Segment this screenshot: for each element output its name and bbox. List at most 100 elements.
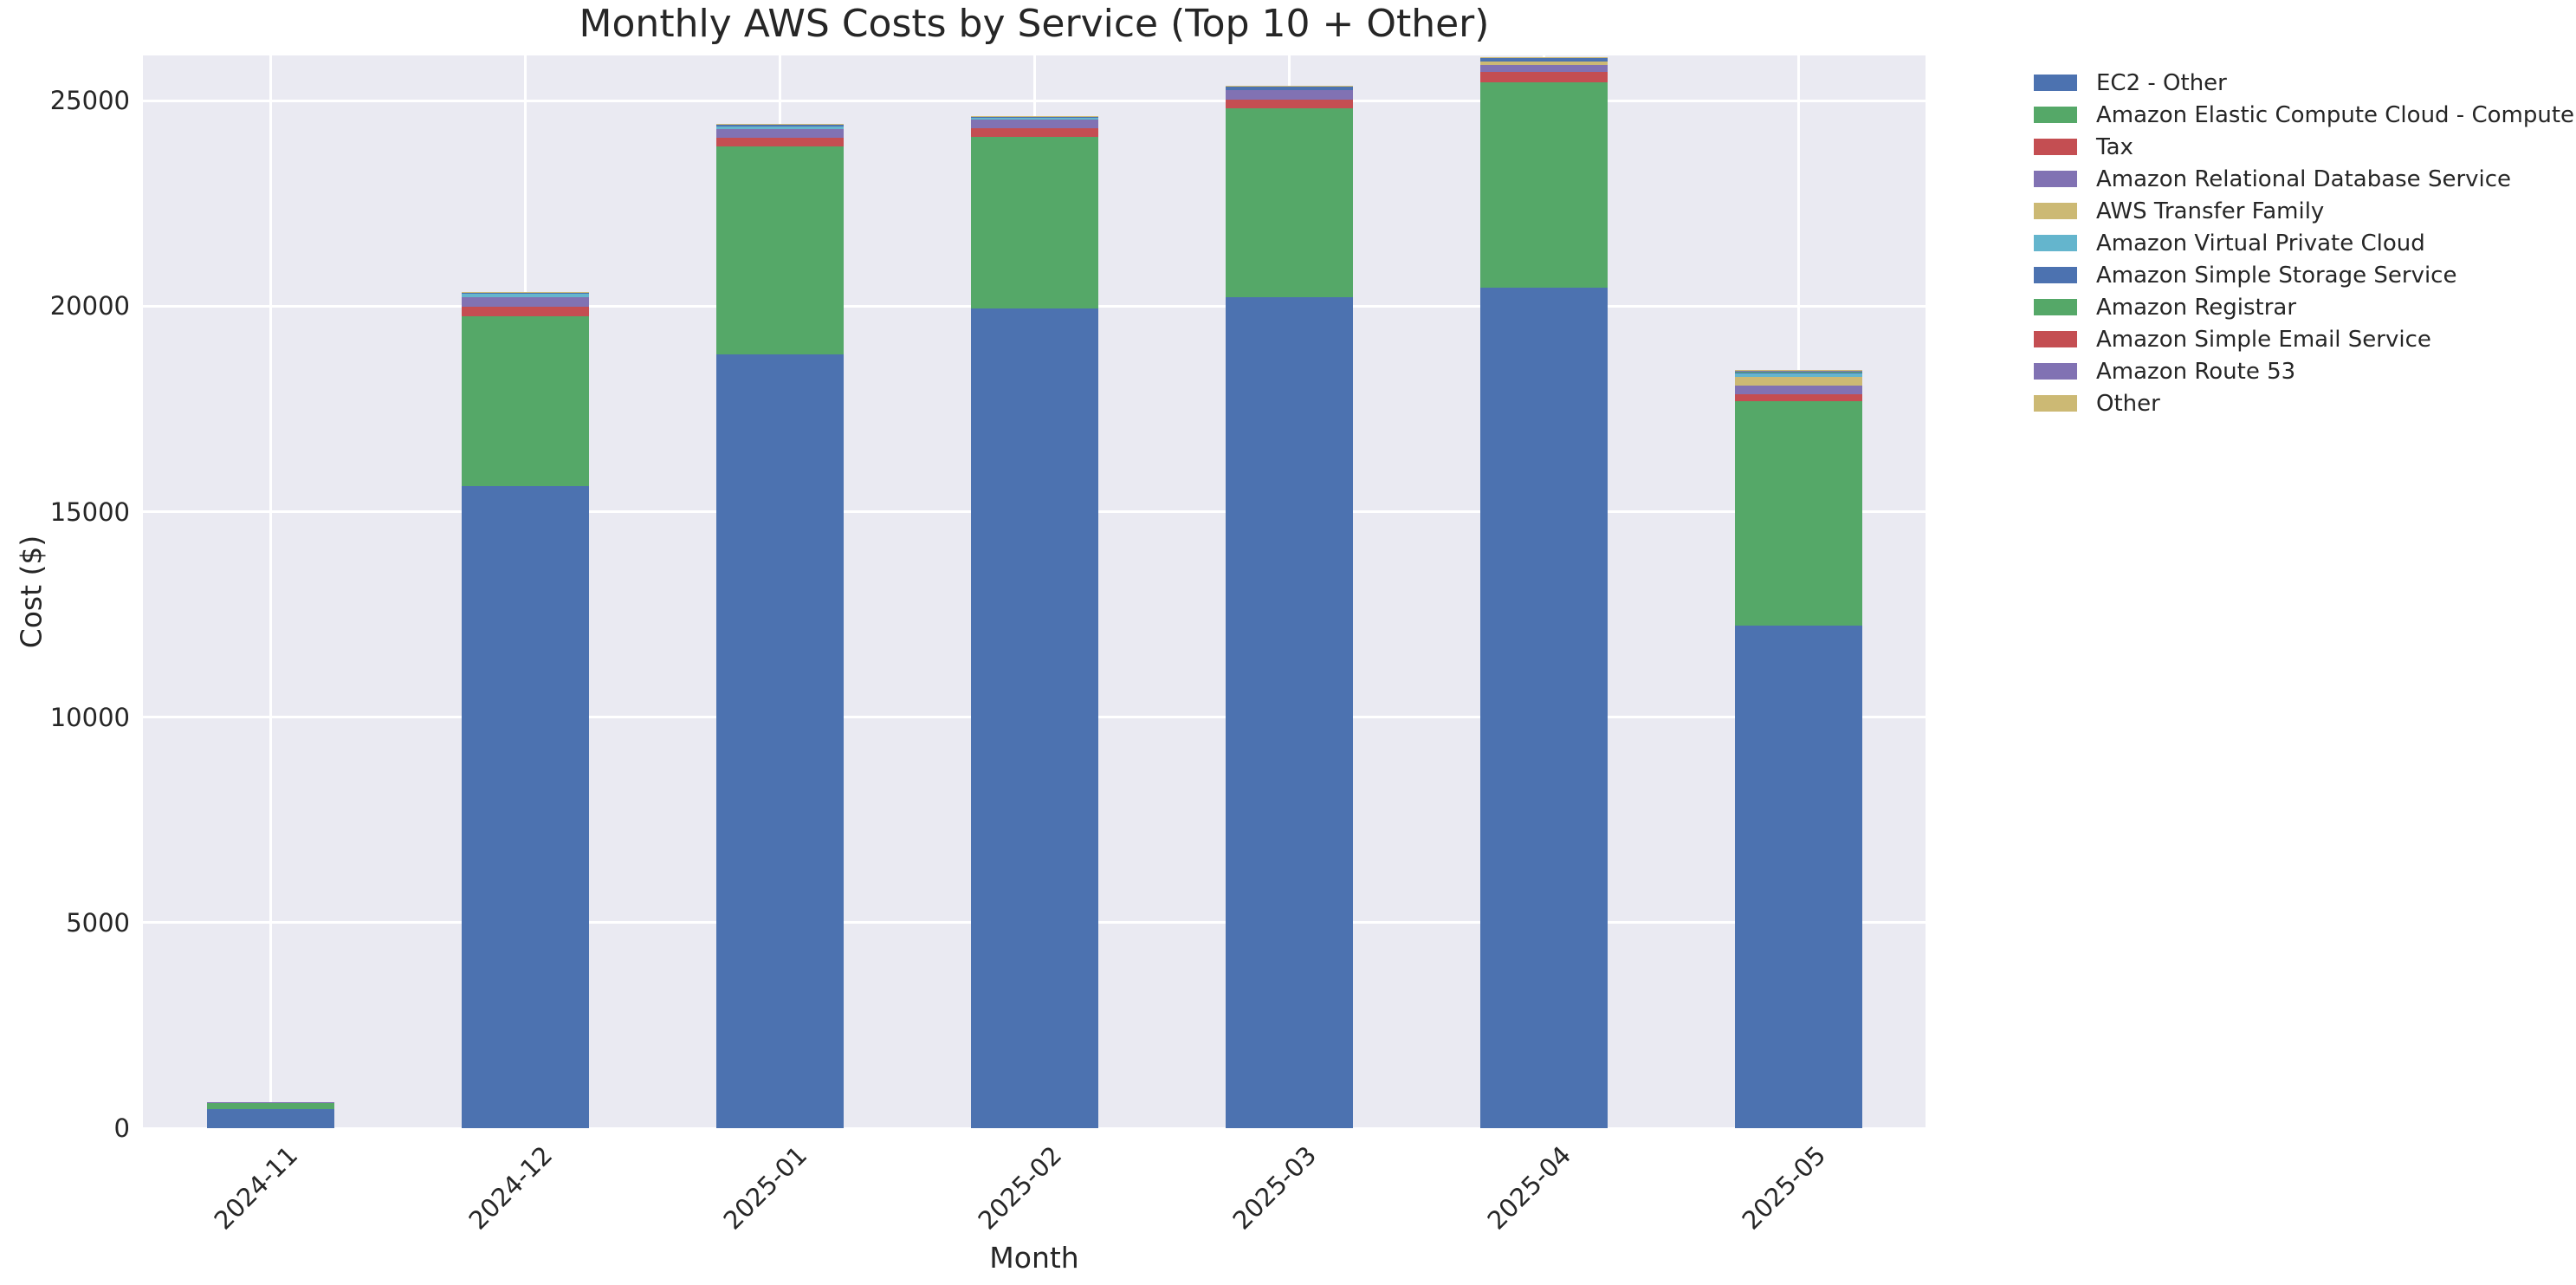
legend-swatch-icon	[2034, 395, 2077, 412]
legend-entry: Amazon Virtual Private Cloud	[2034, 232, 2574, 255]
x-tick-label: 2025-03	[1227, 1140, 1323, 1236]
bar-segment	[1479, 82, 1608, 289]
legend-label: Amazon Simple Email Service	[2096, 326, 2431, 353]
bar-segment	[1734, 385, 1862, 394]
plot-area	[143, 55, 1926, 1130]
bar-segment	[1225, 89, 1353, 101]
bar-2025-01	[715, 55, 844, 1128]
legend-entry: Other	[2034, 390, 2574, 417]
bar-segment	[715, 354, 844, 1128]
legend-entry: Amazon Simple Storage Service	[2034, 264, 2574, 287]
legend-label: Amazon Route 53	[2096, 358, 2296, 385]
legend: EC2 - Other Amazon Elastic Compute Cloud …	[2034, 69, 2574, 417]
bar-segment	[1479, 64, 1608, 73]
legend-entry: Amazon Route 53	[2034, 358, 2574, 385]
y-tick-label: 5000	[66, 907, 130, 938]
y-tick-label: 10000	[49, 702, 130, 732]
bar-segment	[970, 118, 1098, 120]
bar-segment	[1225, 86, 1353, 90]
legend-label: AWS Transfer Family	[2096, 198, 2325, 224]
legend-label: Amazon Virtual Private Cloud	[2096, 230, 2425, 256]
bar-segment	[715, 138, 844, 147]
legend-swatch-icon	[2034, 363, 2077, 380]
bar-segment	[206, 1101, 334, 1104]
bar-segment	[461, 292, 589, 295]
bar-2025-03	[1225, 55, 1353, 1128]
legend-label: Amazon Simple Storage Service	[2096, 262, 2457, 289]
bar-2025-02	[970, 55, 1098, 1128]
x-tick-label: 2025-02	[972, 1140, 1068, 1236]
legend-entry: EC2 - Other	[2034, 69, 2574, 96]
bar-segment	[461, 307, 589, 316]
x-axis-label: Month	[989, 1241, 1079, 1275]
legend-label: Amazon Relational Database Service	[2096, 165, 2512, 192]
bar-segment	[1225, 108, 1353, 298]
legend-swatch-icon	[2034, 235, 2077, 251]
x-tick-label: 2025-05	[1736, 1140, 1832, 1236]
legend-swatch-icon	[2034, 171, 2077, 187]
bar-segment	[715, 124, 844, 127]
y-tick-label: 25000	[49, 86, 130, 116]
legend-swatch-icon	[2034, 299, 2077, 315]
bar-segment	[970, 128, 1098, 137]
x-tick-label: 2025-04	[1481, 1140, 1577, 1236]
legend-entry: Tax	[2034, 136, 2574, 159]
y-tick-label: 15000	[49, 496, 130, 527]
bar-segment	[1734, 373, 1862, 377]
legend-entry: Amazon Simple Email Service	[2034, 328, 2574, 351]
bar-segment	[1479, 72, 1608, 83]
bar-segment	[715, 128, 844, 139]
bar-segment	[970, 136, 1098, 308]
bar-2025-04	[1479, 55, 1608, 1128]
y-tick-label: 0	[113, 1113, 130, 1143]
bar-segment	[1734, 371, 1862, 373]
legend-label: Amazon Elastic Compute Cloud - Compute	[2096, 101, 2575, 128]
legend-entry: AWS Transfer Family	[2034, 200, 2574, 223]
legend-swatch-icon	[2034, 139, 2077, 155]
bar-segment	[461, 486, 589, 1128]
legend-swatch-icon	[2034, 75, 2077, 91]
x-tick-label: 2025-01	[717, 1140, 813, 1236]
gridline-horizontal	[143, 1126, 1926, 1130]
legend-label: Amazon Registrar	[2096, 294, 2297, 321]
bar-segment	[1734, 393, 1862, 401]
legend-entry: Amazon Elastic Compute Cloud - Compute	[2034, 104, 2574, 127]
bar-segment	[1479, 288, 1608, 1128]
bar-segment	[970, 116, 1098, 119]
bar-segment	[461, 315, 589, 487]
bar-segment	[1225, 100, 1353, 109]
bar-segment	[206, 1103, 334, 1110]
legend-swatch-icon	[2034, 107, 2077, 123]
legend-entry: Amazon Relational Database Service	[2034, 168, 2574, 191]
legend-swatch-icon	[2034, 331, 2077, 347]
bar-segment	[970, 120, 1098, 129]
y-axis-label: Cost ($)	[14, 535, 49, 649]
bar-segment	[461, 294, 589, 298]
x-tick-label: 2024-12	[463, 1140, 559, 1236]
bar-segment	[1225, 297, 1353, 1128]
bar-2024-11	[206, 55, 334, 1128]
chart-title: Monthly AWS Costs by Service (Top 10 + O…	[579, 2, 1490, 46]
bar-segment	[1734, 370, 1862, 372]
legend-entry: Amazon Registrar	[2034, 296, 2574, 319]
bar-segment	[1734, 400, 1862, 626]
gridline-vertical	[269, 55, 272, 1128]
legend-label: Tax	[2096, 133, 2133, 160]
y-tick-label: 20000	[49, 291, 130, 321]
bar-segment	[1734, 626, 1862, 1128]
x-tick-label: 2024-11	[208, 1140, 304, 1236]
bar-2025-05	[1734, 55, 1862, 1128]
legend-swatch-icon	[2034, 203, 2077, 219]
bar-segment	[970, 308, 1098, 1128]
bar-segment	[715, 126, 844, 129]
bar-segment	[1734, 376, 1862, 386]
bar-segment	[1479, 61, 1608, 65]
bar-segment	[206, 1109, 334, 1128]
legend-swatch-icon	[2034, 267, 2077, 283]
bar-segment	[461, 297, 589, 308]
bar-segment	[1479, 57, 1608, 62]
bar-2024-12	[461, 55, 589, 1128]
legend-label: Other	[2096, 390, 2160, 417]
legend-label: EC2 - Other	[2096, 69, 2227, 96]
